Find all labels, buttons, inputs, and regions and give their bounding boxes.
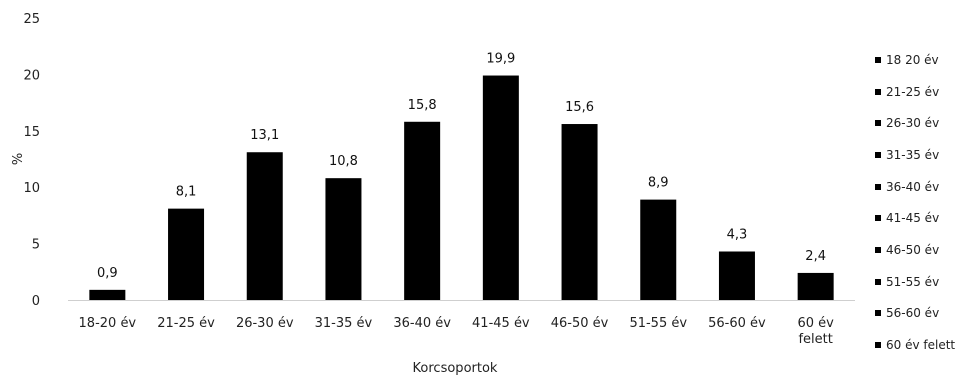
bar (640, 199, 677, 300)
y-tick-label: 5 (32, 238, 40, 253)
legend-label: 21-25 év (886, 84, 940, 99)
bar (561, 124, 598, 300)
x-tick-label: 31-35 év (315, 316, 373, 331)
x-tick-label: 51-55 év (629, 316, 687, 331)
legend-label: 31-35 év (886, 147, 940, 162)
y-axis-ticks: 0 5 10 15 20 25 (23, 12, 40, 309)
legend-swatch (875, 215, 881, 222)
x-tick-label: 60 év felett (797, 316, 834, 347)
legend-item: 60 év felett (875, 329, 965, 361)
bars (89, 75, 834, 300)
legend-swatch (875, 120, 881, 127)
legend-swatch (875, 342, 881, 349)
legend-label: 46-50 év (886, 242, 940, 257)
legend-item: 46-50 év (875, 234, 965, 266)
data-label: 0,9 (97, 266, 118, 281)
data-label: 8,1 (176, 185, 197, 200)
x-tick-label: 41-45 év (472, 316, 530, 331)
legend: 18 20 év 21-25 év 26-30 év 31-35 év 36-40 év… (875, 44, 965, 361)
y-tick-label: 25 (23, 12, 40, 27)
legend-label: 26-30 év (886, 116, 940, 131)
legend-label: 56-60 év (886, 306, 940, 321)
legend-item: 26-30 év (875, 107, 965, 139)
legend-swatch (875, 278, 881, 285)
bar (797, 272, 834, 300)
data-label: 15,8 (408, 98, 437, 113)
legend-swatch (875, 56, 881, 63)
legend-label: 41-45 év (886, 211, 940, 226)
legend-label: 18 20 év (886, 52, 939, 67)
bar (246, 152, 283, 300)
x-axis-title: Korcsoportok (413, 361, 498, 376)
legend-swatch (875, 183, 881, 190)
legend-item: 41-45 év (875, 202, 965, 234)
y-tick-label: 0 (32, 294, 40, 309)
legend-swatch (875, 151, 881, 158)
x-tick-label: 56-60 év (708, 316, 766, 331)
x-tick-label: 21-25 év (157, 316, 215, 331)
y-tick-label: 15 (23, 125, 40, 140)
y-axis-title: % (11, 153, 26, 165)
legend-item: 31-35 év (875, 139, 965, 171)
data-label: 19,9 (486, 52, 515, 67)
legend-swatch (875, 246, 881, 253)
legend-item: 51-55 év (875, 266, 965, 298)
bar (89, 289, 126, 300)
legend-item: 56-60 év (875, 298, 965, 330)
value-labels: 0,9 8,1 13,1 10,8 15,8 19,9 15,6 8,9 4,3 2,4 (97, 52, 826, 281)
legend-swatch (875, 310, 881, 317)
legend-item: 36-40 év (875, 171, 965, 203)
bar (718, 251, 755, 300)
bar (325, 178, 362, 300)
legend-label: 36-40 év (886, 179, 940, 194)
y-tick-label: 20 (23, 68, 40, 83)
legend-item: 21-25 év (875, 76, 965, 108)
x-tick-label: 46-50 év (551, 316, 609, 331)
bar (168, 208, 205, 300)
legend-swatch (875, 88, 881, 95)
data-label: 13,1 (250, 128, 279, 143)
x-axis-ticks: 18-20 év 21-25 év 26-30 év 31-35 év 36-40 év… (79, 316, 835, 347)
data-label: 4,3 (727, 227, 748, 242)
x-tick-label: 18-20 év (79, 316, 137, 331)
data-label: 15,6 (565, 100, 594, 115)
data-label: 8,9 (648, 176, 669, 191)
legend-item: 18 20 év (875, 44, 965, 76)
data-label: 10,8 (329, 154, 358, 169)
legend-label: 60 év felett (886, 338, 956, 353)
y-tick-label: 10 (23, 181, 40, 196)
x-tick-label: 26-30 év (236, 316, 294, 331)
data-label: 2,4 (805, 249, 826, 264)
bar (482, 75, 519, 300)
legend-label: 51-55 év (886, 274, 940, 289)
bar (404, 121, 441, 300)
x-tick-label: 36-40 év (393, 316, 451, 331)
